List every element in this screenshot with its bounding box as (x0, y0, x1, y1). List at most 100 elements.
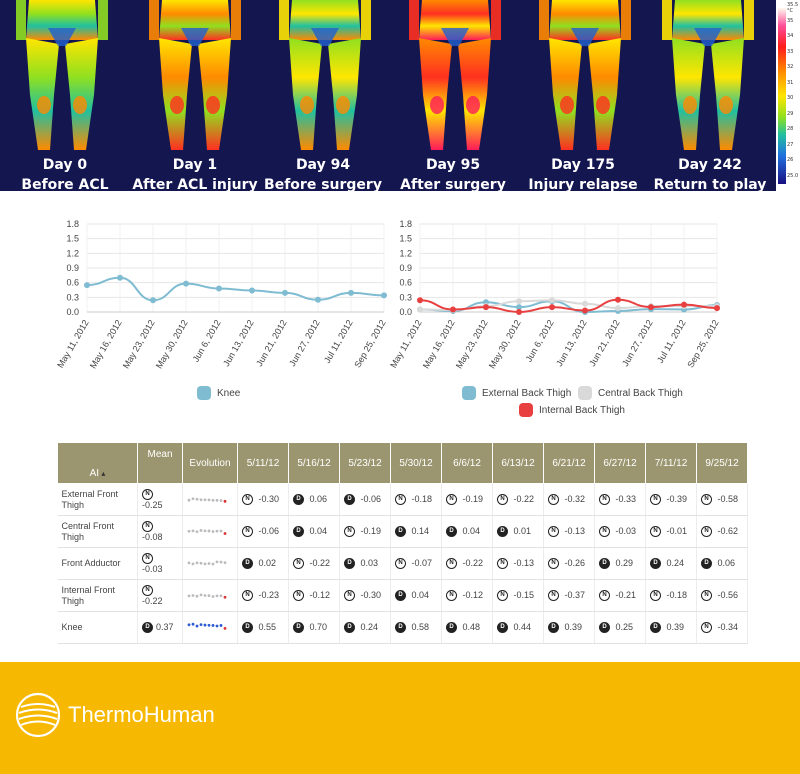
value-cell: N -0.56 (696, 579, 748, 612)
column-header-date[interactable]: 5/23/12 (339, 442, 391, 484)
cell-value: -0.62 (715, 525, 739, 536)
data-point[interactable] (282, 289, 288, 296)
sparkline-point (207, 561, 211, 565)
value-cell: N -0.37 (543, 579, 595, 612)
sort-ascending-icon[interactable]: ▴ (99, 469, 106, 478)
cell-value: -0.22 (460, 557, 484, 568)
table-row[interactable]: Central Front Thigh N -0.08 N -0.06 D 0.04 N … (57, 515, 748, 548)
negative-indicator-icon: N (344, 526, 355, 538)
cell-value: -0.22 (511, 493, 535, 504)
data-point[interactable] (381, 292, 387, 299)
sparkline-point (187, 594, 191, 597)
data-point[interactable] (582, 300, 588, 307)
x-tick-label: Jun 6, 2012 (191, 318, 223, 364)
data-point[interactable] (615, 296, 621, 303)
data-point[interactable] (582, 307, 588, 314)
column-header-date[interactable]: 5/11/12 (237, 442, 289, 484)
legend-knee[interactable]: Knee (197, 386, 240, 400)
sparkline-point (187, 561, 191, 564)
cell-value: -0.13 (562, 525, 586, 536)
positive-indicator-icon: D (701, 558, 712, 570)
cell-value: 0.70 (307, 621, 328, 632)
data-point[interactable] (516, 304, 522, 311)
sparkline-point (223, 531, 227, 535)
column-header-date[interactable]: 9/25/12 (696, 442, 748, 484)
data-point[interactable] (714, 305, 720, 312)
column-header-date[interactable]: 6/13/12 (492, 442, 544, 484)
data-point[interactable] (216, 285, 222, 292)
column-header-date[interactable]: 5/30/12 (390, 442, 442, 484)
value-cell: N -0.01 (645, 515, 697, 548)
negative-indicator-icon: N (395, 558, 406, 570)
data-point[interactable] (648, 304, 654, 311)
cell-value: -0.13 (511, 557, 535, 568)
cell-value: 0.39 (664, 621, 685, 632)
legend-central-back-thigh[interactable]: Central Back Thigh (578, 386, 683, 400)
data-point[interactable] (549, 297, 555, 304)
table-row[interactable]: Internal Front Thigh N -0.22 N -0.23 N -0.12… (57, 579, 748, 612)
negative-indicator-icon: N (242, 526, 253, 538)
sparkline-point (191, 561, 195, 565)
data-point[interactable] (450, 306, 456, 313)
column-header-date[interactable]: 7/11/12 (645, 442, 697, 484)
data-point[interactable] (417, 297, 423, 304)
data-point[interactable] (249, 287, 255, 294)
legend-swatch (197, 386, 211, 400)
negative-indicator-icon: N (650, 494, 661, 506)
value-cell: D 0.25 (594, 611, 646, 644)
data-point[interactable] (516, 309, 522, 315)
cell-value: 0.39 (562, 621, 583, 632)
cell-value: 0.02 (256, 557, 277, 568)
thermal-figure (16, 0, 108, 150)
positive-indicator-icon: D (497, 622, 508, 634)
data-point[interactable] (516, 298, 522, 305)
scale-tick-label: 29 (787, 110, 794, 117)
legend-internal-back-thigh[interactable]: Internal Back Thigh (519, 403, 625, 417)
negative-indicator-icon: N (242, 590, 253, 602)
legend-swatch (578, 386, 592, 400)
column-header-date[interactable]: 6/27/12 (594, 442, 646, 484)
evolution-sparkline (182, 611, 238, 644)
data-point[interactable] (681, 301, 687, 308)
data-point[interactable] (84, 282, 90, 289)
legend-external-back-thigh[interactable]: External Back Thigh (462, 386, 571, 400)
column-header-ai[interactable]: AI ▴ (57, 442, 138, 484)
table-row[interactable]: Knee D 0.37 D 0.55 D 0.70 D 0.24 D 0.58 D 0.48 D… (57, 611, 748, 644)
sparkline-point (203, 561, 207, 565)
value-cell: D 0.55 (237, 611, 289, 644)
data-point[interactable] (150, 297, 156, 304)
value-cell: D 0.04 (288, 515, 340, 548)
data-point[interactable] (417, 306, 423, 313)
cell-value: -0.22 (307, 557, 331, 568)
negative-indicator-icon: N (701, 622, 712, 634)
data-point[interactable] (483, 304, 489, 311)
data-point[interactable] (615, 305, 621, 312)
negative-indicator-icon: N (497, 558, 508, 570)
brand-name[interactable]: ThermoHuman (68, 702, 215, 727)
data-point[interactable] (183, 280, 189, 287)
table-row[interactable]: External Front Thigh N -0.25 N -0.30 D 0.06 D… (57, 483, 748, 516)
y-tick-label: 0.0 (66, 307, 79, 317)
scale-tick-label: 27 (787, 141, 794, 148)
positive-indicator-icon: D (395, 590, 406, 602)
positive-indicator-icon: D (293, 622, 304, 634)
data-point[interactable] (117, 274, 123, 281)
column-header-date[interactable]: 6/21/12 (543, 442, 595, 484)
sparkline-point (211, 594, 215, 598)
data-point[interactable] (549, 304, 555, 311)
column-header-mean[interactable]: Mean (137, 442, 183, 484)
row-label: Central Front Thigh (57, 515, 138, 548)
table-row[interactable]: Front Adductor N -0.03 D 0.02 N -0.22 D 0.03 N… (57, 547, 748, 580)
column-header-date[interactable]: 6/6/12 (441, 442, 493, 484)
data-point[interactable] (315, 296, 321, 303)
sparkline-point (207, 623, 211, 627)
thermal-figure (279, 0, 371, 150)
thermal-caption: Day 0 Before ACL injury (0, 155, 130, 191)
sparkline-point (219, 623, 223, 627)
sparkline-point (203, 528, 207, 532)
column-header-date[interactable]: 5/16/12 (288, 442, 340, 484)
column-header-evolution[interactable]: Evolution (182, 442, 238, 484)
positive-indicator-icon: D (142, 622, 153, 634)
y-tick-label: 1.8 (399, 219, 412, 229)
data-point[interactable] (348, 289, 354, 296)
